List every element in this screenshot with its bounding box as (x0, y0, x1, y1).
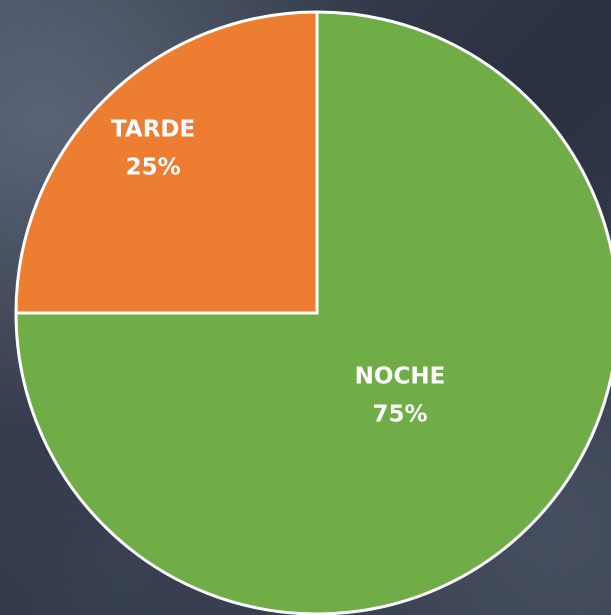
slice-value-label: 25% (126, 155, 181, 181)
page: {"chart_data": {"type": "pie", "categori… (0, 0, 611, 615)
chart: NOCHE 75% TARDE 25% (0, 0, 611, 615)
slice-label: NOCHE (355, 364, 446, 390)
slice-label: TARDE (111, 117, 195, 143)
slice-value-label: 75% (372, 402, 427, 428)
